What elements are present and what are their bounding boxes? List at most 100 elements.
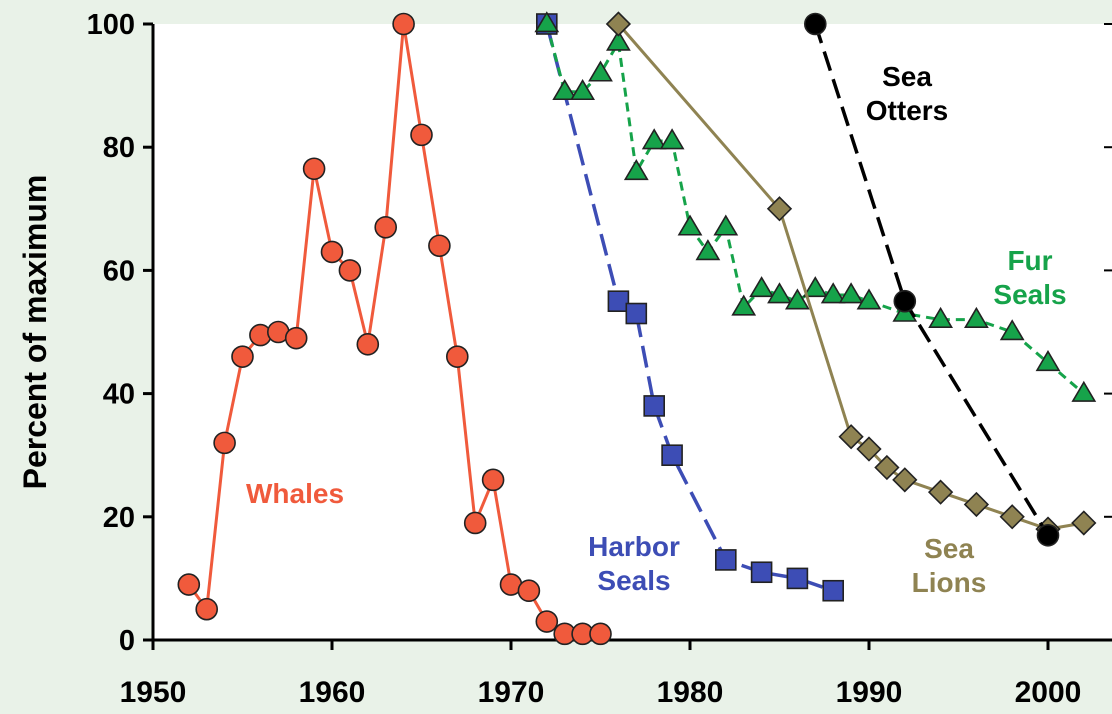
harbor-seals-point	[607, 290, 630, 313]
fur-seals-point	[731, 294, 757, 316]
whales-point	[195, 597, 218, 621]
harbor-seals-point	[643, 395, 666, 417]
fur-seals-point	[767, 282, 792, 304]
sea-lions-label-line: Sea	[924, 533, 974, 564]
sea-lions-point	[856, 436, 882, 462]
whales-point	[374, 215, 398, 239]
fur-seals-point	[964, 306, 989, 328]
whales-point	[410, 123, 433, 147]
fur-seals-label-line: Fur	[1007, 245, 1052, 276]
fur-seals-point	[713, 214, 739, 236]
whales-point	[428, 234, 451, 258]
whales-point	[231, 345, 254, 368]
x-tick-label: 1970	[478, 676, 545, 709]
series-sea-otters	[803, 12, 1060, 547]
fur-seals-point	[749, 276, 774, 298]
sea-otters-label-line: Otters	[866, 95, 948, 126]
sea-lions-point	[874, 454, 900, 481]
y-tick-label: 100	[87, 9, 135, 41]
fur-seals-point	[588, 60, 613, 82]
sea-otters-point	[1036, 523, 1060, 547]
x-tick-label: 1980	[657, 676, 724, 709]
harbor-seals-point	[625, 302, 648, 325]
sea-lions-point	[766, 196, 793, 222]
fur-seals-point	[820, 282, 846, 304]
x-tick-label: 1960	[299, 676, 366, 709]
fur-seals-point	[623, 159, 649, 181]
fur-seals-point	[1035, 350, 1061, 372]
sea-otters-label-line: Sea	[882, 61, 932, 92]
whales-point	[589, 622, 612, 646]
y-tick-label: 80	[103, 132, 135, 164]
fur-seals-point	[570, 78, 595, 101]
whales-point	[517, 579, 541, 603]
harbor-seals-label: Harbor Seals	[588, 531, 680, 596]
fur-seals-point	[928, 306, 953, 328]
whales-point	[284, 326, 308, 350]
y-tick-label: 40	[103, 379, 135, 411]
fur-seals-point	[695, 239, 721, 261]
fur-seals-point	[659, 128, 685, 150]
harbor-seals-label-line: Harbor	[588, 531, 680, 562]
sea-otters-point	[893, 289, 917, 313]
whales-label: Whales	[246, 478, 344, 509]
y-axis-label: Percent of maximum	[17, 175, 53, 490]
sea-lions-point	[999, 504, 1025, 530]
y-tick-label: 60	[103, 255, 135, 287]
whales-point	[177, 573, 201, 596]
harbor-seals-point	[786, 567, 809, 590]
fur-seals-point	[999, 319, 1025, 341]
whales-point	[535, 610, 559, 633]
series-sea-lions	[605, 11, 1097, 542]
sea-lions-label-line: Lions	[912, 567, 987, 598]
series-harbor-seals	[535, 13, 845, 602]
harbor-seals-point	[822, 579, 845, 602]
series-fur-seals	[534, 11, 1097, 402]
harbor-seals-point	[714, 549, 737, 571]
whales-point	[463, 511, 487, 535]
whales-point	[338, 259, 362, 282]
harbor-seals-label-line: Seals	[597, 565, 670, 596]
plot-area	[153, 24, 1112, 640]
y-tick-label: 20	[103, 502, 135, 534]
fur-seals-point	[641, 128, 667, 150]
fur-seals-point	[534, 11, 560, 33]
fur-seals-point	[606, 29, 631, 51]
fur-seals-point	[785, 288, 810, 310]
fur-seals-point	[677, 214, 703, 236]
sea-lions-label: Sea Lions	[912, 533, 987, 598]
fur-seals-point	[802, 276, 828, 298]
fur-seals-label-line: Seals	[993, 279, 1066, 310]
sea-otters-label: Sea Otters	[866, 61, 948, 126]
fur-seals-point	[838, 282, 864, 304]
whales-point	[445, 345, 469, 368]
fur-seals-point	[856, 288, 882, 310]
sea-lions-point	[838, 424, 864, 450]
sea-otters-point	[803, 12, 827, 36]
harbor-seals-point	[661, 444, 683, 467]
whales-label-line: Whales	[246, 478, 344, 509]
sea-lions-point	[963, 491, 990, 518]
sea-lions-point	[1071, 510, 1097, 536]
whales-point	[392, 12, 415, 36]
fur-seals-label: Fur Seals	[993, 245, 1066, 310]
x-tick-label: 1950	[120, 676, 187, 709]
axes: 0 20 40 60 80 100 1950 1960 1970 1980 1990 2000	[87, 9, 1112, 709]
series-group	[177, 11, 1097, 646]
harbor-seals-point	[750, 561, 773, 584]
series-whales	[177, 12, 612, 646]
sea-lions-point	[605, 11, 632, 37]
sea-lions-point	[892, 467, 918, 493]
whales-point	[481, 468, 505, 492]
whales-point	[302, 157, 326, 181]
whales-point	[356, 333, 380, 356]
whales-point	[213, 431, 236, 455]
x-tick-label: 2000	[1015, 676, 1082, 709]
fur-seals-point	[1071, 380, 1097, 402]
whales-point	[320, 240, 344, 264]
sea-lions-point	[927, 479, 954, 505]
y-tick-label: 0	[119, 625, 135, 657]
